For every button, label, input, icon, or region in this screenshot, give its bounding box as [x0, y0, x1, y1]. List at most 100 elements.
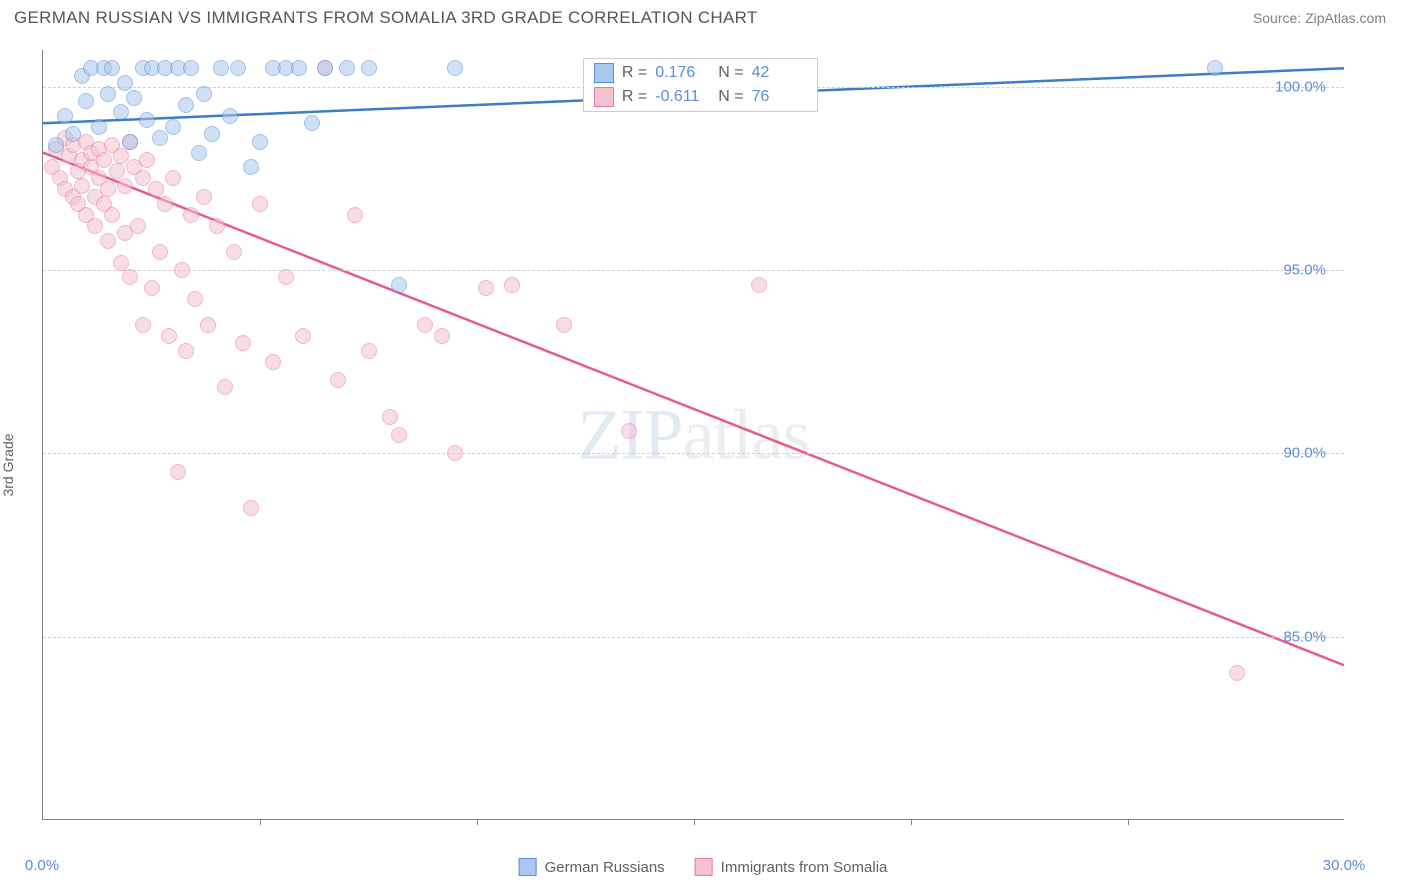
gridline-h — [43, 270, 1344, 271]
legend-swatch-pink — [695, 858, 713, 876]
scatter-point — [122, 269, 138, 285]
scatter-point — [252, 134, 268, 150]
legend-swatch-blue — [519, 858, 537, 876]
scatter-point — [178, 343, 194, 359]
scatter-point — [347, 207, 363, 223]
scatter-point — [100, 181, 116, 197]
legend-label: German Russians — [545, 859, 665, 876]
legend-item-somalia: Immigrants from Somalia — [695, 858, 888, 876]
scatter-point — [100, 86, 116, 102]
scatter-point — [152, 244, 168, 260]
watermark-b: atlas — [683, 394, 810, 474]
legend-item-german-russians: German Russians — [519, 858, 665, 876]
scatter-point — [230, 60, 246, 76]
scatter-point — [478, 280, 494, 296]
stats-n-label: N = — [718, 64, 743, 82]
x-tick-mark — [911, 819, 912, 825]
scatter-point — [109, 163, 125, 179]
scatter-point — [191, 145, 207, 161]
scatter-point — [1207, 60, 1223, 76]
x-tick-mark — [694, 819, 695, 825]
scatter-point — [447, 60, 463, 76]
scatter-point — [196, 189, 212, 205]
scatter-point — [361, 343, 377, 359]
scatter-point — [330, 372, 346, 388]
scatter-point — [417, 317, 433, 333]
scatter-point — [1229, 665, 1245, 681]
scatter-point — [504, 277, 520, 293]
scatter-point — [165, 119, 181, 135]
scatter-point — [361, 60, 377, 76]
scatter-point — [339, 60, 355, 76]
scatter-point — [304, 115, 320, 131]
stats-r-label: R = — [622, 88, 647, 106]
stats-row: R =0.176N =42 — [584, 61, 817, 85]
scatter-point — [122, 134, 138, 150]
scatter-point — [204, 126, 220, 142]
scatter-point — [170, 464, 186, 480]
scatter-point — [104, 60, 120, 76]
stats-box: R =0.176N =42R =-0.611N =76 — [583, 58, 818, 112]
scatter-point — [139, 112, 155, 128]
scatter-point — [104, 207, 120, 223]
source-label: Source: ZipAtlas.com — [1253, 10, 1386, 26]
scatter-point — [139, 152, 155, 168]
y-tick-label: 100.0% — [1275, 78, 1326, 95]
scatter-point — [235, 335, 251, 351]
scatter-point — [48, 137, 64, 153]
scatter-point — [382, 409, 398, 425]
scatter-point — [126, 90, 142, 106]
scatter-point — [148, 181, 164, 197]
scatter-point — [152, 130, 168, 146]
scatter-point — [200, 317, 216, 333]
scatter-point — [157, 196, 173, 212]
stats-row: R =-0.611N =76 — [584, 85, 817, 109]
scatter-point — [295, 328, 311, 344]
plot-area: ZIPatlas 85.0%90.0%95.0%100.0%R =0.176N … — [42, 50, 1344, 820]
scatter-point — [278, 269, 294, 285]
trend-lines-svg — [43, 50, 1344, 819]
x-tick-label: 0.0% — [25, 857, 59, 874]
scatter-point — [434, 328, 450, 344]
scatter-point — [252, 196, 268, 212]
scatter-point — [113, 104, 129, 120]
scatter-point — [183, 207, 199, 223]
gridline-h — [43, 637, 1344, 638]
scatter-point — [243, 500, 259, 516]
scatter-point — [178, 97, 194, 113]
x-tick-mark — [477, 819, 478, 825]
scatter-point — [556, 317, 572, 333]
scatter-point — [243, 159, 259, 175]
stats-n-value: 42 — [752, 64, 807, 82]
scatter-point — [174, 262, 190, 278]
watermark: ZIPatlas — [578, 393, 810, 476]
stats-n-value: 76 — [752, 88, 807, 106]
scatter-point — [113, 255, 129, 271]
scatter-point — [65, 126, 81, 142]
scatter-point — [209, 218, 225, 234]
scatter-point — [161, 328, 177, 344]
scatter-point — [135, 317, 151, 333]
y-tick-label: 85.0% — [1283, 628, 1326, 645]
gridline-h — [43, 453, 1344, 454]
title-bar: GERMAN RUSSIAN VS IMMIGRANTS FROM SOMALI… — [0, 0, 1406, 32]
stats-swatch — [594, 63, 614, 83]
chart-title: GERMAN RUSSIAN VS IMMIGRANTS FROM SOMALI… — [14, 8, 758, 28]
stats-r-label: R = — [622, 64, 647, 82]
scatter-point — [57, 108, 73, 124]
scatter-point — [751, 277, 767, 293]
chart-container: 3rd Grade ZIPatlas 85.0%90.0%95.0%100.0%… — [0, 32, 1406, 882]
scatter-point — [183, 60, 199, 76]
scatter-point — [391, 277, 407, 293]
scatter-point — [317, 60, 333, 76]
scatter-point — [217, 379, 233, 395]
scatter-point — [187, 291, 203, 307]
scatter-point — [87, 218, 103, 234]
bottom-legend: German Russians Immigrants from Somalia — [519, 858, 888, 876]
scatter-point — [144, 280, 160, 296]
trend-line — [43, 153, 1344, 666]
x-tick-mark — [1128, 819, 1129, 825]
legend-label: Immigrants from Somalia — [721, 859, 888, 876]
scatter-point — [196, 86, 212, 102]
stats-n-label: N = — [718, 88, 743, 106]
